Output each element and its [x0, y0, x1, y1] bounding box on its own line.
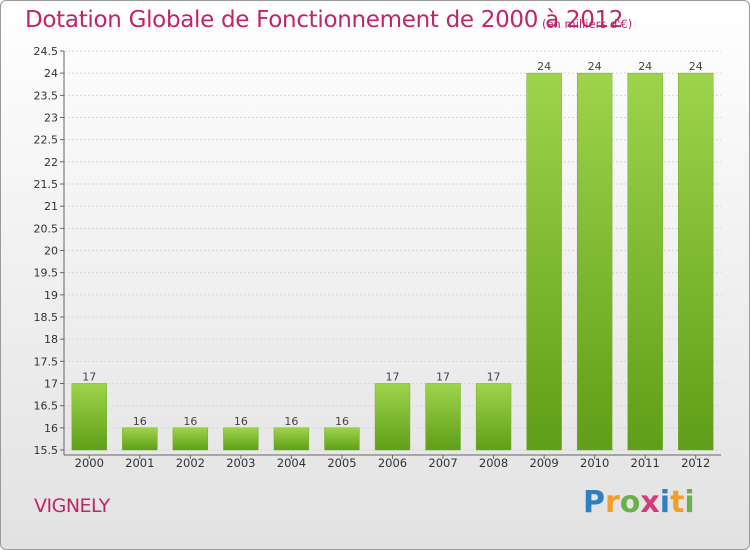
- y-tick-label: 19.5: [34, 267, 59, 280]
- y-tick-label: 18.5: [34, 311, 59, 324]
- axes: [60, 50, 721, 459]
- logo-letter: x: [640, 485, 660, 520]
- data-label: 24: [638, 60, 652, 73]
- bar-2001: [122, 427, 158, 451]
- x-tick-label: 2004: [277, 456, 306, 470]
- data-label: 16: [133, 415, 147, 428]
- bar-2010: [576, 72, 613, 451]
- y-tick-label: 16: [44, 422, 58, 435]
- data-label: 17: [386, 371, 400, 384]
- y-tick-label: 16.5: [34, 400, 59, 413]
- data-label: 24: [689, 60, 703, 73]
- y-tick-label: 23: [44, 112, 58, 125]
- data-label: 24: [588, 60, 602, 73]
- data-label: 16: [335, 415, 349, 428]
- x-tick-label: 2007: [428, 456, 457, 470]
- bar-2005: [324, 427, 360, 451]
- y-tick-label: 22: [44, 156, 58, 169]
- y-tick-label: 19: [44, 289, 58, 302]
- y-tick-label: 24.5: [34, 45, 59, 58]
- bar-2002: [172, 427, 209, 451]
- bar-2008: [475, 383, 512, 451]
- y-tick-label: 20.5: [34, 222, 59, 235]
- bar-2011: [627, 72, 663, 451]
- logo-letter: o: [619, 485, 641, 520]
- logo-letter: i: [684, 485, 695, 520]
- x-tick-labels: 2000 2001 2002 2003 2004 2005 2006 2007 2008 2009…: [75, 456, 711, 470]
- proxiti-logo: Proxiti: [583, 485, 695, 520]
- x-tick-label: 2000: [75, 456, 104, 470]
- x-tick-label: 2006: [378, 456, 407, 470]
- y-tick-label: 20: [44, 245, 58, 258]
- y-tick-label: 24: [44, 67, 58, 80]
- grid-lines: [64, 50, 721, 451]
- x-tick-label: 2010: [580, 456, 609, 470]
- y-tick-label: 15.5: [34, 444, 59, 457]
- data-label: 24: [537, 60, 551, 73]
- x-tick-label: 2005: [327, 456, 356, 470]
- logo-letter: t: [670, 485, 685, 520]
- y-tick-label: 18: [44, 333, 58, 346]
- y-tick-label: 22.5: [34, 134, 59, 147]
- bar-2006: [374, 383, 411, 451]
- x-tick-label: 2001: [125, 456, 154, 470]
- y-tick-label: 21: [44, 200, 58, 213]
- x-tick-label: 2008: [479, 456, 508, 470]
- y-tick-label: 17: [44, 378, 58, 391]
- bar-2000: [71, 383, 107, 451]
- logo-letter: r: [605, 485, 620, 520]
- bar-2012: [678, 72, 714, 451]
- data-label: 17: [436, 371, 450, 384]
- y-tick-label: 23.5: [34, 89, 59, 102]
- bar-2009: [526, 72, 562, 451]
- data-label: 16: [234, 415, 248, 428]
- bar-2007: [425, 383, 461, 451]
- x-tick-label: 2012: [681, 456, 710, 470]
- chart-title: Dotation Globale de Fonctionnement de 20…: [25, 7, 624, 33]
- bars: [71, 72, 714, 451]
- data-label: 17: [82, 371, 96, 384]
- data-label: 16: [183, 415, 197, 428]
- bar-2004: [273, 427, 310, 451]
- y-tick-label: 17.5: [34, 355, 59, 368]
- logo-letter: P: [583, 485, 605, 520]
- y-tick-labels: 15.5 16 16.5 17 17.5 18 18.5 19 19.5 20 20.5 21 21.5…: [34, 45, 59, 457]
- x-tick-label: 2003: [226, 456, 255, 470]
- x-tick-label: 2002: [176, 456, 205, 470]
- bar-2003: [223, 427, 259, 451]
- x-tick-label: 2009: [529, 456, 558, 470]
- city-name: VIGNELY: [34, 495, 110, 517]
- x-tick-label: 2011: [631, 456, 660, 470]
- data-labels: 17 16 16 16 16 16 17 17 17 24 24 24 24: [82, 60, 702, 428]
- logo-letter: i: [659, 485, 671, 520]
- data-label: 17: [487, 371, 501, 384]
- chart-subtitle: (en milliers d'€): [542, 17, 633, 31]
- y-tick-label: 21.5: [34, 178, 59, 191]
- data-label: 16: [284, 415, 298, 428]
